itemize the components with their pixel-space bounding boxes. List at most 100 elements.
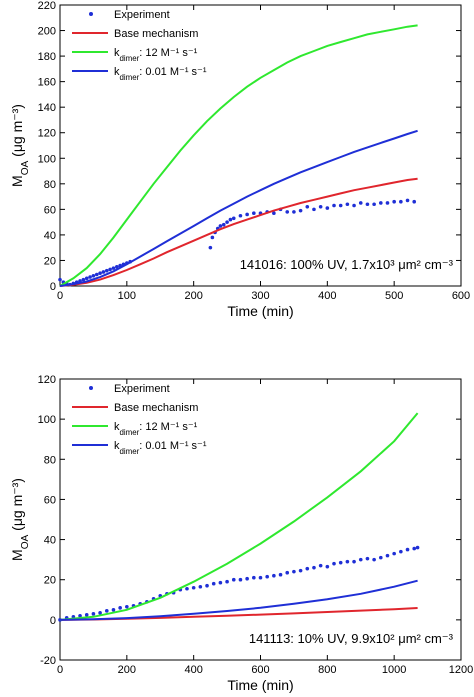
y-tick-label: 0 (50, 281, 56, 293)
data-point (198, 584, 203, 589)
legend-label: Experiment (114, 383, 170, 395)
legend: Experiment Base mechanism kdimer: 12 M⁻¹ s… (72, 9, 207, 82)
data-point (338, 560, 343, 565)
legend-label: kdimer: 12 M⁻¹ s⁻¹ (114, 47, 198, 63)
x-tick-label: 400 (184, 664, 202, 676)
series-4 (59, 579, 418, 621)
data-point (104, 609, 109, 613)
data-point (94, 272, 99, 277)
data-point (58, 277, 62, 282)
x-tick-label: 500 (385, 290, 403, 302)
data-point (118, 606, 122, 610)
data-point (104, 268, 109, 273)
data-point (385, 201, 390, 205)
data-point (338, 203, 343, 208)
series-4 (59, 129, 418, 287)
data-point (252, 211, 256, 215)
data-point (210, 235, 215, 240)
data-point (84, 276, 89, 281)
data-point (285, 210, 290, 214)
data-point (228, 217, 233, 222)
legend-label: Base mechanism (114, 402, 198, 414)
series-3 (59, 24, 418, 287)
x-tick-label: 600 (452, 290, 470, 302)
data-point (298, 568, 303, 573)
data-point (225, 579, 229, 584)
data-point (78, 614, 82, 618)
data-point (225, 220, 229, 224)
y-axis-label: MOA (μg m⁻³) (9, 104, 31, 187)
legend-label: kdimer: 12 M⁻¹ s⁻¹ (114, 421, 198, 437)
data-point (221, 222, 226, 227)
data-point (91, 273, 96, 278)
y-tick-label: 120 (38, 374, 56, 386)
data-point (305, 205, 310, 209)
x-tick-label: 0 (57, 290, 63, 302)
data-point (345, 559, 350, 564)
y-tick-label: 20 (44, 255, 56, 267)
y-tick-label: 60 (44, 494, 56, 506)
data-point (245, 212, 249, 217)
data-point (405, 547, 410, 552)
data-point (415, 545, 420, 550)
data-point (372, 557, 376, 562)
y-axis-label: MOA (μg m⁻³) (9, 478, 31, 561)
chart-annotation: 141016: 100% UV, 1.7x10³ μm² cm⁻³ (240, 257, 454, 272)
x-tick-label: 800 (318, 664, 336, 676)
data-point (318, 205, 323, 209)
data-point (278, 572, 283, 577)
data-point (258, 575, 263, 580)
series-3 (59, 412, 419, 621)
data-point (98, 271, 102, 276)
y-tick-label: 220 (38, 0, 56, 12)
data-point (332, 203, 336, 208)
data-point (185, 586, 189, 591)
data-point (332, 561, 336, 566)
series-line (59, 579, 418, 621)
data-point (399, 549, 403, 554)
y-tick-label: 80 (44, 179, 56, 191)
legend-label: kdimer: 0.01 M⁻¹ s⁻¹ (114, 440, 207, 456)
data-point (412, 546, 417, 551)
data-point (352, 559, 356, 564)
data-point (392, 551, 396, 556)
y-tick-label: 80 (44, 454, 56, 466)
x-tick-label: 200 (118, 664, 136, 676)
y-tick-label: 100 (38, 414, 56, 426)
data-point (305, 566, 310, 571)
y-tick-label: 20 (44, 575, 56, 587)
data-point (392, 199, 396, 204)
y-tick-label: 180 (38, 51, 56, 63)
y-tick-label: 60 (44, 204, 56, 216)
data-point (191, 585, 196, 590)
data-point (238, 213, 243, 218)
data-point (91, 612, 96, 616)
data-point (238, 577, 243, 582)
x-tick-label: 0 (57, 664, 63, 676)
data-point (231, 216, 236, 221)
x-tick-label: 200 (184, 290, 202, 302)
data-point (208, 245, 213, 250)
data-point (218, 224, 223, 228)
series-2 (59, 177, 418, 287)
data-point (345, 202, 350, 207)
series-line (59, 177, 418, 287)
legend-marker (89, 386, 93, 390)
x-axis-label: Time (min) (227, 303, 293, 319)
series-1 (58, 198, 417, 287)
data-point (231, 577, 236, 582)
data-point (88, 275, 92, 279)
chart-annotation: 141113: 10% UV, 9.9x10² μm² cm⁻³ (249, 631, 454, 646)
data-point (98, 611, 102, 615)
data-point (405, 198, 410, 203)
data-point (318, 563, 323, 568)
y-tick-label: 40 (44, 535, 56, 547)
legend-marker (89, 12, 93, 16)
y-tick-label: 0 (50, 615, 56, 627)
data-point (205, 583, 209, 588)
data-point (365, 556, 370, 561)
data-point (272, 573, 276, 578)
plot-frame (59, 4, 462, 287)
x-tick-label: 400 (318, 290, 336, 302)
data-point (352, 203, 356, 208)
